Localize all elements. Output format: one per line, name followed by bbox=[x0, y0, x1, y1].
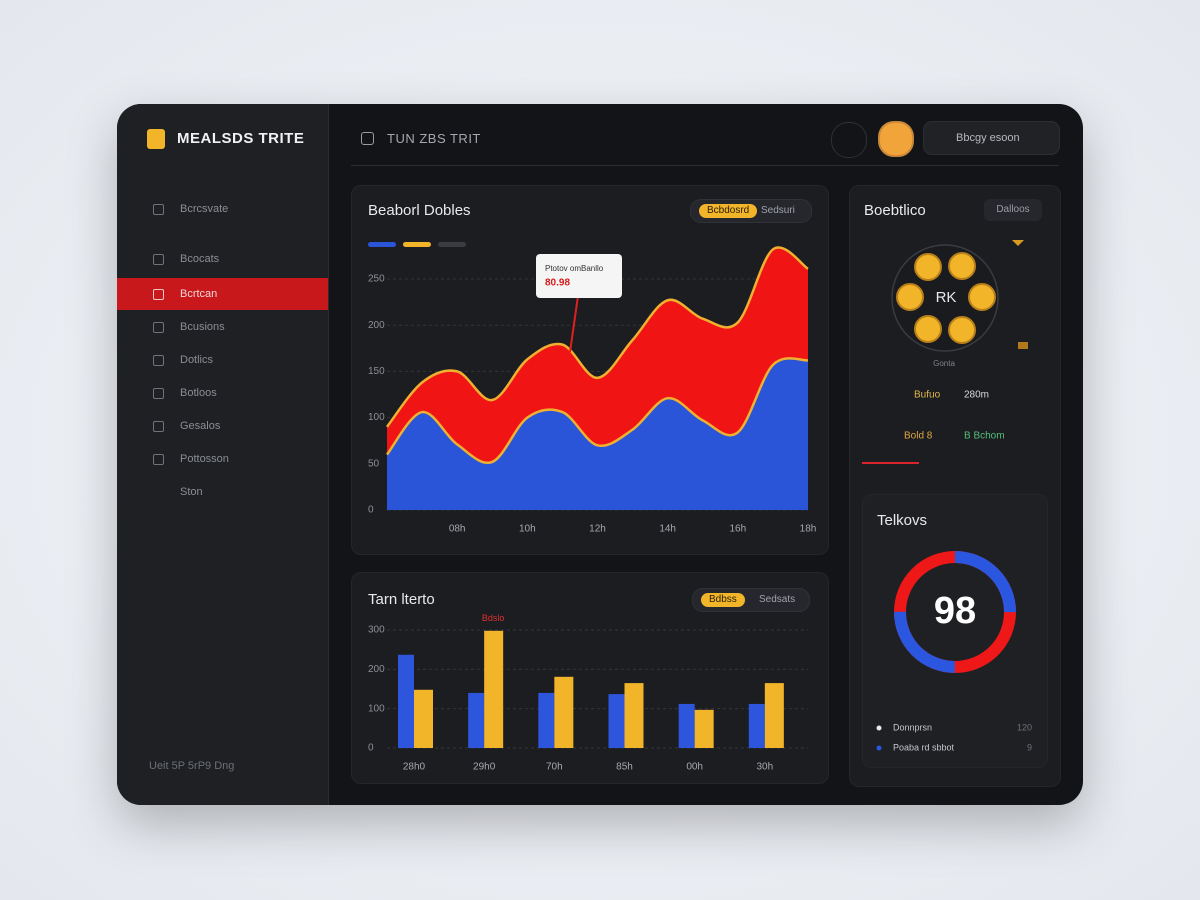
nav-label: Bcrtcan bbox=[180, 288, 218, 300]
card-title: Beaborl Dobles bbox=[368, 202, 471, 219]
nav-label: Ston bbox=[180, 486, 203, 498]
dashboard: MEALSDS TRITE Bcrcsvate Bcocats Bcrtcan Bcu… bbox=[117, 104, 1083, 805]
accent-line bbox=[862, 462, 919, 464]
card-title: Telkovs bbox=[877, 512, 928, 529]
nav-icon bbox=[153, 388, 164, 399]
nav-item[interactable]: Botloos bbox=[117, 377, 328, 409]
nav-label: Bcusions bbox=[180, 321, 225, 333]
nav-item[interactable]: Ston bbox=[117, 476, 328, 508]
tabs: Bdbss Sedsats bbox=[692, 588, 810, 612]
nav-item[interactable]: Pottosson bbox=[117, 443, 328, 475]
nav-label: Pottosson bbox=[180, 453, 229, 465]
nav-icon bbox=[153, 322, 164, 333]
nav-label: Botloos bbox=[180, 387, 217, 399]
brand: MEALSDS TRITE bbox=[177, 130, 305, 147]
side-button[interactable]: Dalloos bbox=[984, 199, 1042, 221]
nav-item[interactable]: Bcocats bbox=[117, 243, 328, 275]
nav-item[interactable]: Gesalos bbox=[117, 410, 328, 442]
header-divider bbox=[351, 165, 1059, 166]
nav-label: Bcrcsvate bbox=[180, 203, 229, 215]
header-title: TUN ZBS TRIT bbox=[387, 131, 481, 146]
nav-icon bbox=[153, 254, 164, 265]
nav-icon bbox=[153, 289, 164, 300]
card-title: Tarn lterto bbox=[368, 591, 435, 608]
card-title: Boebtlico bbox=[864, 202, 926, 219]
header-icon bbox=[361, 132, 374, 145]
tab[interactable]: Sedsuri bbox=[761, 205, 795, 216]
user-button-label: Bbcgy esoon bbox=[956, 132, 1020, 144]
nav-label: Gesalos bbox=[180, 420, 221, 432]
nav-item[interactable]: Dotlics bbox=[117, 344, 328, 376]
nav-item[interactable]: Bcrtcan bbox=[117, 278, 328, 310]
sidebar: MEALSDS TRITE Bcrcsvate Bcocats Bcrtcan Bcu… bbox=[117, 104, 329, 805]
bar-card: Tarn lterto Bdbss Sedsats bbox=[351, 572, 829, 784]
tab[interactable]: Sedsats bbox=[759, 594, 796, 605]
nav-label: Dotlics bbox=[180, 354, 214, 366]
nav-label: Bcocats bbox=[180, 253, 220, 265]
sidebar-footer: Ueit 5P 5rP9 Dng bbox=[149, 760, 235, 772]
tabs: Bcbdosrd Sedsuri bbox=[690, 199, 812, 223]
nav-icon bbox=[153, 454, 164, 465]
nav-icon bbox=[153, 421, 164, 432]
gauge-card: Telkovs bbox=[862, 494, 1048, 768]
avatar[interactable] bbox=[878, 121, 914, 157]
search-button[interactable] bbox=[831, 122, 867, 158]
logo bbox=[147, 129, 165, 149]
area-card: Beaborl Dobles Bcbdosrd Sedsuri bbox=[351, 185, 829, 555]
tab[interactable]: Bdbss bbox=[701, 593, 745, 607]
nav-icon bbox=[153, 204, 164, 215]
user-button[interactable]: Bbcgy esoon bbox=[923, 121, 1060, 155]
nav-item[interactable]: Bcusions bbox=[117, 311, 328, 343]
nav-icon bbox=[153, 355, 164, 366]
nav-item[interactable]: Bcrcsvate bbox=[117, 193, 328, 225]
tab[interactable]: Bcbdosrd bbox=[699, 204, 758, 218]
